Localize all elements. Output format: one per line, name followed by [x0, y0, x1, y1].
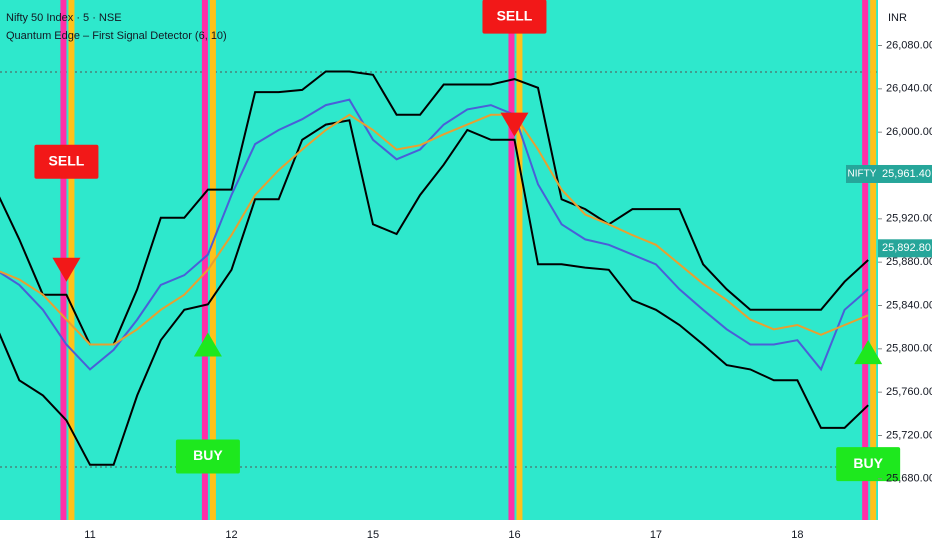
signal-box [836, 447, 901, 482]
currency: INR [888, 12, 907, 24]
y-tick-label: 25,840.00 [886, 299, 932, 311]
signal-band [516, 0, 523, 520]
y-tick-label: 25,680.00 [886, 473, 932, 485]
y-tick-label: 26,000.00 [886, 126, 932, 138]
y-tick-label: 25,760.00 [886, 386, 932, 398]
symbol-tag-label: NIFTY [848, 169, 877, 180]
signal-box [482, 0, 547, 34]
signal-marker [52, 257, 81, 282]
series-line [0, 70, 869, 346]
signal-band [870, 0, 877, 520]
plot-background [0, 0, 878, 520]
signal-label: SELL [49, 152, 85, 168]
signal-label: SELL [497, 7, 533, 23]
plot-layer: SELL BUY SELL BUY [0, 0, 901, 520]
price-tag-label: 25,892.80 [882, 242, 931, 254]
series-line [0, 98, 869, 372]
symbol-tag [846, 164, 878, 183]
series-line [0, 119, 869, 466]
signal-box [175, 439, 240, 474]
signal-label: BUY [193, 447, 223, 463]
signal-marker [500, 112, 529, 137]
time-axis-panel [0, 520, 932, 550]
x-tick-label: 11 [84, 529, 95, 541]
y-tick-label: 26,080.00 [886, 39, 932, 51]
y-tick-label: 26,040.00 [886, 83, 932, 95]
signal-box [34, 144, 99, 179]
x-tick-label: 17 [650, 529, 662, 541]
indicator-title: Quantum Edge – First Signal Detector (6,… [6, 30, 227, 42]
x-tick-label: 12 [225, 529, 237, 541]
signal-label: BUY [853, 455, 883, 471]
price-tag [878, 164, 932, 183]
x-tick-label: 18 [791, 529, 803, 541]
y-tick-label: 25,920.00 [886, 213, 932, 225]
y-tick-label: 25,720.00 [886, 429, 932, 441]
price-tag [878, 239, 932, 258]
x-tick-label: 16 [508, 529, 520, 541]
x-tick-label: 15 [367, 529, 379, 541]
signal-band [862, 0, 869, 520]
series-line [0, 113, 869, 346]
price-tag-label: 25,961.40 [882, 168, 931, 180]
signal-marker [193, 332, 222, 357]
y-tick-label: 25,800.00 [886, 343, 932, 355]
signal-band [209, 0, 216, 520]
signal-marker [854, 340, 883, 365]
chart-title: Nifty 50 Index · 5 · NSE [6, 12, 122, 24]
y-tick-label: 25,880.00 [886, 256, 932, 268]
signal-band [508, 0, 515, 520]
signal-band [201, 0, 208, 520]
